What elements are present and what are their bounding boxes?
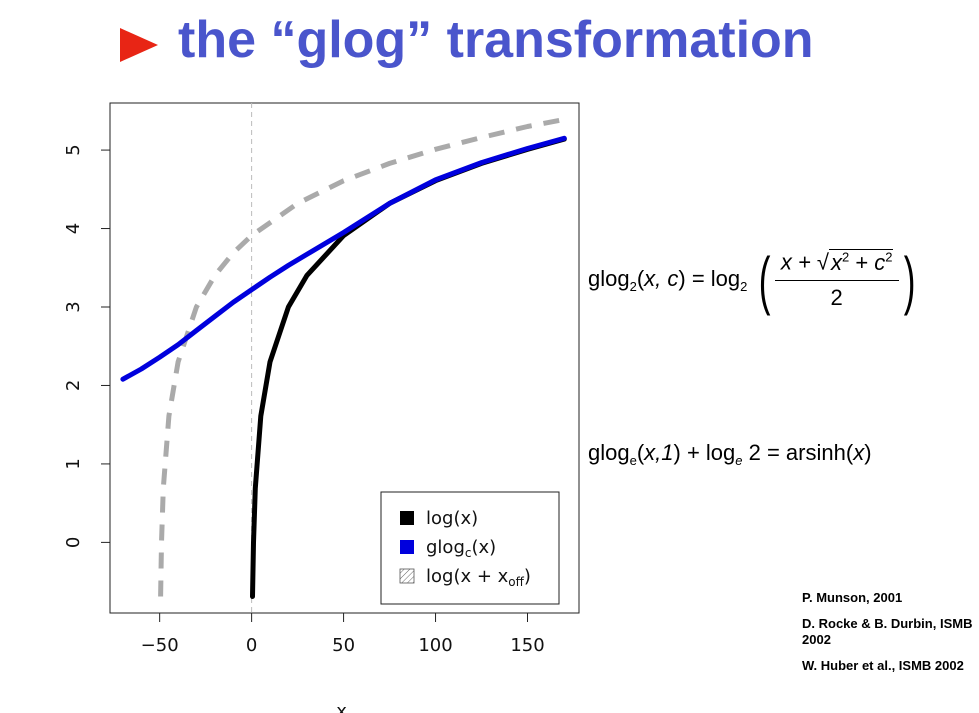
references: P. Munson, 2001 D. Rocke & B. Durbin, IS… <box>802 590 977 684</box>
x-tick-label: 100 <box>418 635 452 656</box>
x-tick-label: −50 <box>141 635 179 656</box>
reference-item: P. Munson, 2001 <box>802 590 903 605</box>
arsinh-equation: gloge(x,1) + loge 2 = arsinh(x) <box>588 440 872 468</box>
title-bullet-icon <box>120 28 158 62</box>
y-tick-label: 1 <box>63 458 84 469</box>
y-tick-label: 2 <box>63 380 84 391</box>
legend-swatch-log-offset <box>399 568 415 584</box>
glog2-equation: glog2(x, c) = log2 (x + √x2 + c2 2) <box>588 244 916 316</box>
legend-label-glog: glogc(x) <box>426 537 496 560</box>
reference-item: D. Rocke & B. Durbin, ISMB 2002 <box>802 616 973 647</box>
reference-item: W. Huber et al., ISMB 2002 <box>802 658 964 673</box>
x-tick-label: 150 <box>510 635 544 656</box>
legend-swatch-log <box>400 511 414 525</box>
y-tick-label: 3 <box>63 301 84 312</box>
legend-swatch-glog <box>400 540 414 554</box>
legend-label-log-offset: log(x + xoff) <box>426 566 531 589</box>
legend-label-log: log(x) <box>426 508 478 529</box>
x-axis-label: x <box>336 701 347 713</box>
page-title: the “glog” transformation <box>178 11 814 69</box>
y-tick-label: 5 <box>63 144 84 155</box>
log-offset-series-line <box>158 117 565 597</box>
x-tick-label: 0 <box>246 635 257 656</box>
glog-series-line <box>120 135 567 382</box>
y-tick-label: 0 <box>63 537 84 548</box>
y-tick-label: 4 <box>63 223 84 234</box>
x-tick-label: 50 <box>332 635 355 656</box>
